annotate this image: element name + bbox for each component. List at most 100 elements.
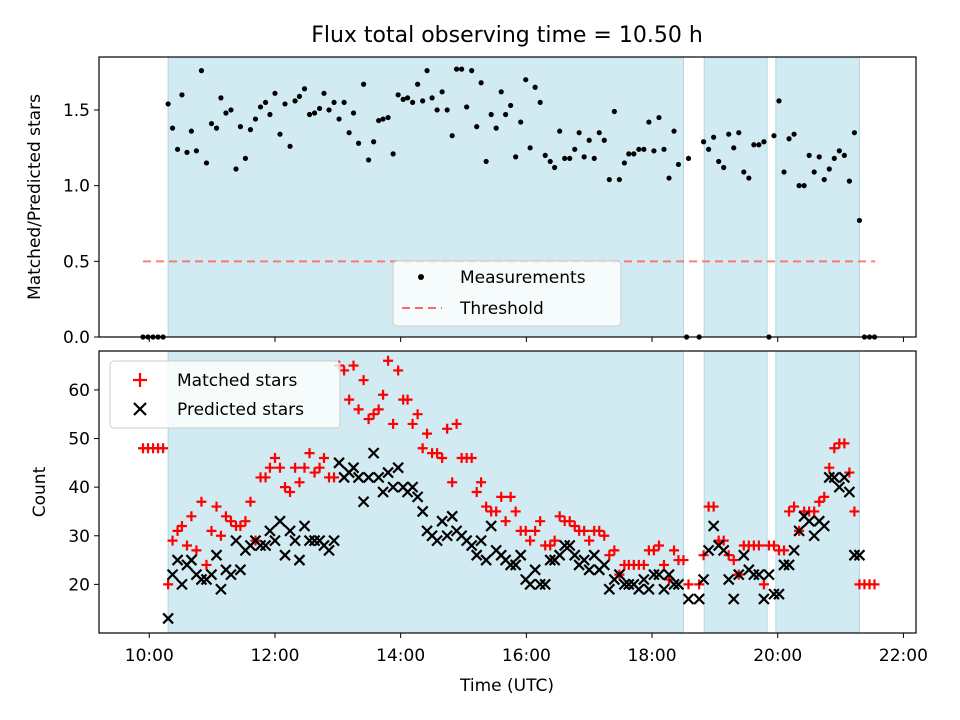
measurement-point xyxy=(380,116,386,122)
measurement-point xyxy=(621,160,627,166)
measurement-point xyxy=(711,134,717,140)
predicted-star-point xyxy=(763,568,775,581)
measurement-point xyxy=(771,133,777,139)
measurement-point xyxy=(581,154,587,160)
measurement-point xyxy=(503,111,509,118)
measurement-point xyxy=(631,151,637,157)
measurement-point xyxy=(591,155,597,162)
matched-stars-points xyxy=(137,355,880,590)
predicted-star-point xyxy=(176,578,188,591)
measurement-point xyxy=(731,145,737,151)
measurement-point xyxy=(395,92,401,98)
observing-window xyxy=(775,56,860,338)
measurement-point xyxy=(346,130,352,136)
measurement-point xyxy=(523,77,529,83)
matched-star-point xyxy=(869,579,880,590)
matched-star-point xyxy=(594,525,605,536)
bottom-x-ticks: 10:00 12:00 14:00 16:00 18:00 20:00 22:00 xyxy=(125,633,928,666)
matched-star-point xyxy=(344,394,355,405)
measurement-point xyxy=(262,99,269,106)
predicted-star-point xyxy=(727,593,740,605)
predicted-star-point xyxy=(352,471,365,484)
matched-star-point xyxy=(368,409,379,420)
matched-star-point xyxy=(708,501,719,512)
matched-star-point xyxy=(388,418,399,429)
predicted-star-point xyxy=(524,578,536,591)
matched-star-point xyxy=(638,559,649,570)
matched-star-point xyxy=(280,482,291,493)
predicted-star-point xyxy=(722,573,735,586)
predicted-star-point xyxy=(613,568,626,581)
predicted-star-point xyxy=(544,554,557,566)
matched-star-point xyxy=(240,516,251,527)
predicted-star-point xyxy=(269,534,281,547)
matched-star-point xyxy=(285,487,296,497)
measurement-point xyxy=(576,130,582,136)
predicted-star-point xyxy=(293,554,306,566)
predicted-star-point xyxy=(387,481,399,493)
predicted-star-point xyxy=(717,544,730,557)
measurement-point xyxy=(567,155,573,162)
measurement-point xyxy=(547,158,553,165)
matched-star-point xyxy=(264,462,275,473)
x-tick-label: 18:00 xyxy=(628,646,677,666)
measurement-point xyxy=(488,111,494,118)
matched-star-point xyxy=(768,540,779,551)
measurement-point xyxy=(316,105,323,112)
measurement-point xyxy=(429,95,435,101)
measurement-point xyxy=(366,157,372,163)
measurement-point xyxy=(781,169,787,175)
predicted-star-point xyxy=(534,578,546,591)
predicted-star-point xyxy=(818,520,831,532)
predicted-star-point xyxy=(347,461,360,474)
predicted-star-point xyxy=(808,529,820,542)
measurement-point xyxy=(198,68,205,74)
predicted-star-point xyxy=(166,568,179,581)
predicted-star-point xyxy=(828,471,841,484)
measurement-point xyxy=(685,155,692,162)
legend-matched-marker xyxy=(133,373,147,387)
bottom-axes-frame xyxy=(98,350,917,634)
measurement-point xyxy=(508,102,514,109)
measurement-point xyxy=(626,151,632,157)
matched-star-point xyxy=(496,491,507,502)
y-tick-label: 60 xyxy=(68,381,90,401)
measurement-point xyxy=(706,146,712,152)
predicted-star-point xyxy=(284,525,296,537)
predicted-star-point xyxy=(783,559,795,571)
matched-star-point xyxy=(186,511,197,522)
matched-star-point xyxy=(373,404,384,415)
measurement-point xyxy=(385,114,391,121)
measurement-point xyxy=(474,124,480,130)
bottom-y-axis-label: Count xyxy=(30,466,50,517)
matched-star-point xyxy=(609,545,620,556)
bottom-y-ticks: 20 30 40 50 60 xyxy=(68,381,99,595)
matched-star-point xyxy=(683,579,694,590)
measurement-point xyxy=(165,101,171,107)
matched-star-point xyxy=(476,477,487,488)
predicted-star-point xyxy=(578,554,590,566)
measurement-point xyxy=(331,99,337,106)
measurement-point xyxy=(306,111,313,118)
measurement-point xyxy=(741,169,747,175)
matched-star-point xyxy=(314,462,325,473)
predicted-stars-points xyxy=(162,447,866,625)
measurement-point xyxy=(179,92,185,98)
predicted-star-point xyxy=(485,520,497,532)
measurement-point xyxy=(856,217,863,224)
measurement-point xyxy=(311,110,318,116)
matched-star-point xyxy=(201,559,212,570)
predicted-star-point xyxy=(303,534,316,547)
matched-star-point xyxy=(299,462,310,473)
matched-star-point xyxy=(412,409,423,420)
predicted-star-point xyxy=(563,539,576,552)
measurement-point xyxy=(453,66,460,72)
predicted-star-point xyxy=(470,549,483,561)
matched-star-point xyxy=(245,496,256,507)
measurement-point xyxy=(831,155,837,162)
measurement-point xyxy=(400,96,406,102)
matched-star-point xyxy=(789,501,800,512)
matched-star-point xyxy=(809,506,820,517)
measurement-point xyxy=(527,145,533,151)
